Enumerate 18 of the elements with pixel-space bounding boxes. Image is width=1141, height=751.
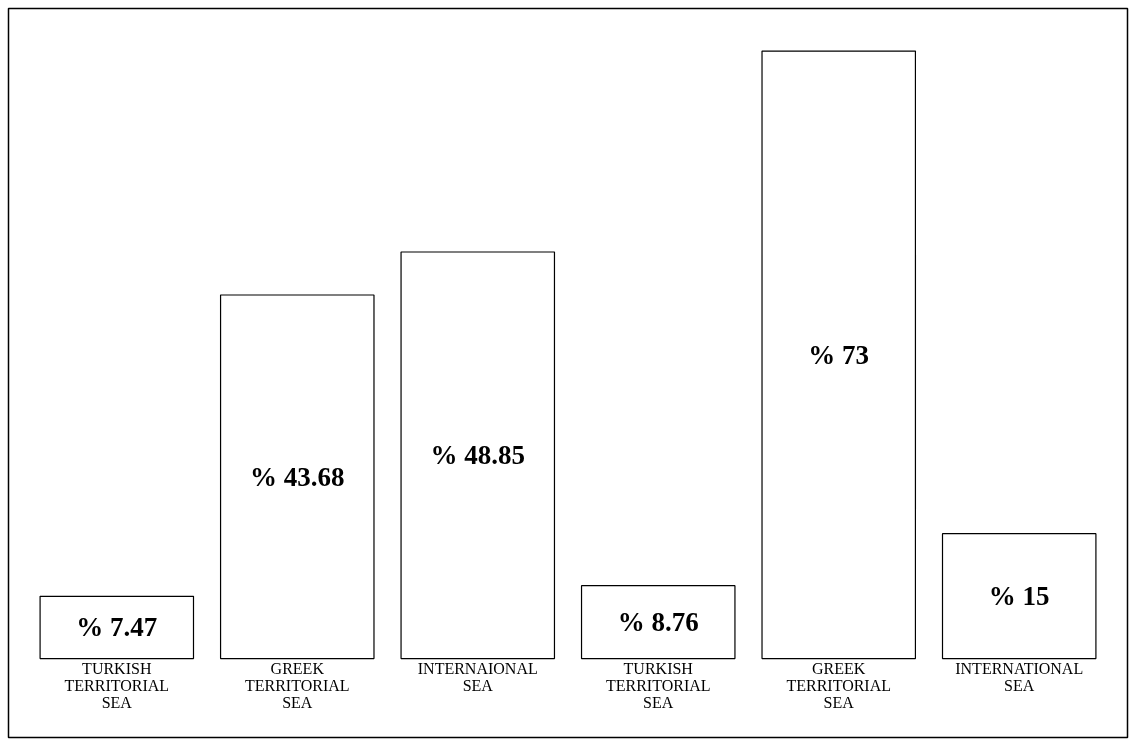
data-label: % 15 <box>988 581 1050 612</box>
x-tick-label: INTERNATIONAL SEA <box>955 660 1084 695</box>
x-tick-label: GREEK TERRITORIAL SEA <box>244 660 350 712</box>
bar <box>761 50 917 660</box>
data-label: % 73 <box>808 339 870 370</box>
data-label: % 48.85 <box>430 440 526 471</box>
data-label: % 7.47 <box>76 612 158 643</box>
bar <box>941 533 1097 660</box>
data-label: % 8.76 <box>617 607 699 638</box>
x-tick-label: TURKISH TERRITORIAL SEA <box>605 660 711 712</box>
bar <box>219 294 375 660</box>
x-tick-label: INTERNAIONAL SEA <box>417 660 538 695</box>
data-label: % 43.68 <box>250 461 345 492</box>
bar <box>39 595 195 660</box>
x-tick-label: TURKISH TERRITORIAL SEA <box>64 660 170 712</box>
x-tick-label: GREEK TERRITORIAL SEA <box>786 660 892 712</box>
bar <box>400 251 556 660</box>
bar <box>580 585 736 660</box>
